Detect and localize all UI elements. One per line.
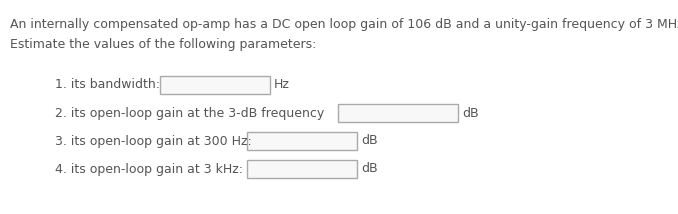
Text: 4. its open-loop gain at 3 kHz:: 4. its open-loop gain at 3 kHz: — [55, 162, 243, 175]
Bar — [160, 76, 270, 94]
Text: Hz: Hz — [274, 79, 290, 92]
Bar — [247, 160, 357, 178]
Bar — [338, 104, 458, 122]
Text: 1. its bandwidth:: 1. its bandwidth: — [55, 79, 160, 92]
Text: dB: dB — [462, 107, 479, 119]
Text: 3. its open-loop gain at 300 Hz:: 3. its open-loop gain at 300 Hz: — [55, 135, 252, 147]
Text: An internally compensated op-amp has a DC open loop gain of 106 dB and a unity-g: An internally compensated op-amp has a D… — [10, 18, 678, 31]
Text: dB: dB — [361, 135, 378, 147]
Text: dB: dB — [361, 162, 378, 175]
Bar — [247, 132, 357, 150]
Text: Estimate the values of the following parameters:: Estimate the values of the following par… — [10, 38, 317, 51]
Text: 2. its open-loop gain at the 3-dB frequency: 2. its open-loop gain at the 3-dB freque… — [55, 107, 324, 119]
